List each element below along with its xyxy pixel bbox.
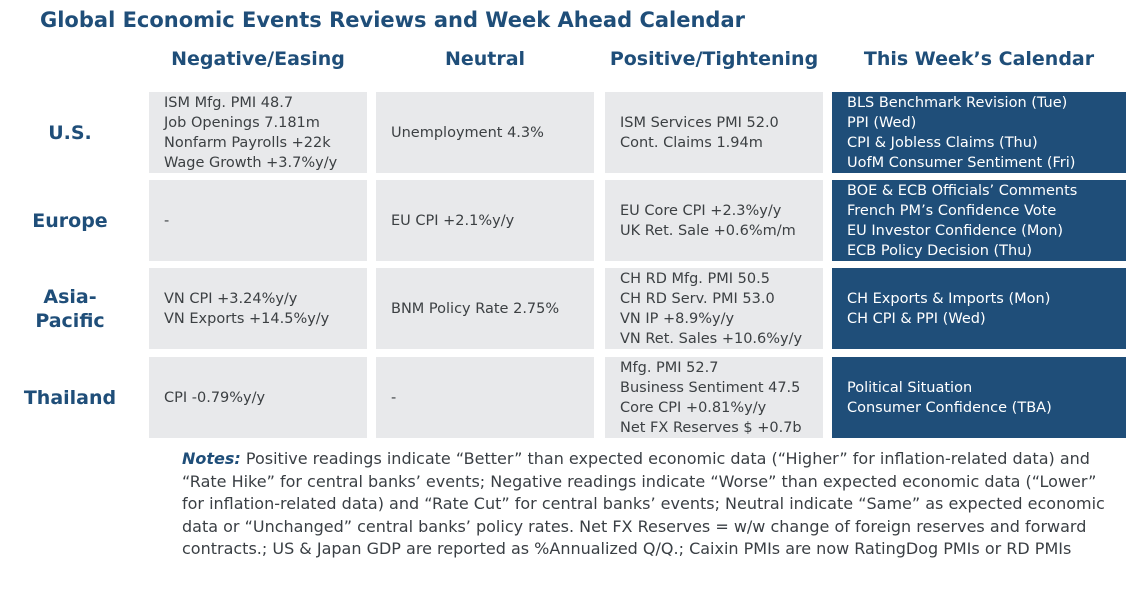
cell-positive: EU Core CPI +2.3%y/y UK Ret. Sale +0.6%m/…	[605, 180, 823, 261]
cell-line: EU Investor Confidence (Mon)	[847, 222, 1064, 239]
column-header-calendar: This Week’s Calendar	[863, 48, 1095, 70]
cell-line: VN IP +8.9%y/y	[620, 310, 735, 327]
cell-line: Business Sentiment 47.5	[620, 379, 801, 396]
cell-neutral: EU CPI +2.1%y/y	[376, 180, 594, 261]
cell-line: BOE & ECB Officials’ Comments	[847, 182, 1078, 199]
cell-line: Unemployment 4.3%	[391, 124, 544, 141]
cell-negative: CPI -0.79%y/y	[149, 357, 367, 438]
cell-line: -	[164, 212, 170, 229]
cell-line: Core CPI +0.81%y/y	[620, 399, 767, 416]
cell-line: VN Ret. Sales +10.6%y/y	[620, 330, 803, 347]
cell-positive: CH RD Mfg. PMI 50.5 CH RD Serv. PMI 53.0 V…	[605, 268, 823, 349]
cell-line: UofM Consumer Sentiment (Fri)	[847, 154, 1076, 171]
cell-neutral: -	[376, 357, 594, 438]
cell-line: CPI & Jobless Claims (Thu)	[847, 134, 1038, 151]
cell-negative: VN CPI +3.24%y/y VN Exports +14.5%y/y	[149, 268, 367, 349]
cell-line: Consumer Confidence (TBA)	[847, 399, 1052, 416]
cell-line: Political Situation	[847, 379, 973, 396]
row-label: Thailand	[20, 357, 120, 438]
cell-line: VN Exports +14.5%y/y	[164, 310, 330, 327]
row-label: Europe	[20, 180, 120, 261]
cell-calendar: BOE & ECB Officials’ Comments French PM’s…	[832, 180, 1126, 261]
cell-line: Cont. Claims 1.94m	[620, 134, 763, 151]
cell-positive: ISM Services PMI 52.0 Cont. Claims 1.94m	[605, 92, 823, 173]
row-label-line: Europe	[32, 209, 108, 232]
cell-line: CH CPI & PPI (Wed)	[847, 310, 986, 327]
cell-calendar: BLS Benchmark Revision (Tue) PPI (Wed) CPI…	[832, 92, 1126, 173]
row-label-line: U.S.	[48, 121, 92, 144]
row-label: Asia- Pacific	[20, 268, 120, 349]
cell-negative: ISM Mfg. PMI 48.7 Job Openings 7.181m Nonf…	[149, 92, 367, 173]
column-header-negative: Negative/Easing	[171, 48, 345, 70]
cell-calendar: CH Exports & Imports (Mon) CH CPI & PPI (…	[832, 268, 1126, 349]
cell-line: CH RD Serv. PMI 53.0	[620, 290, 775, 307]
cell-line: ECB Policy Decision (Thu)	[847, 242, 1033, 259]
cell-line: CH Exports & Imports (Mon)	[847, 290, 1051, 307]
cell-neutral: BNM Policy Rate 2.75%	[376, 268, 594, 349]
cell-line: BLS Benchmark Revision (Tue)	[847, 94, 1068, 111]
column-header-neutral: Neutral	[444, 48, 526, 70]
cell-line: UK Ret. Sale +0.6%m/m	[620, 222, 796, 239]
cell-positive: Mfg. PMI 52.7 Business Sentiment 47.5 Core…	[605, 357, 823, 438]
cell-line: VN CPI +3.24%y/y	[164, 290, 298, 307]
cell-line: BNM Policy Rate 2.75%	[391, 300, 560, 317]
cell-line: Wage Growth +3.7%y/y	[164, 154, 338, 171]
notes-label: Notes:	[182, 449, 241, 468]
cell-neutral: Unemployment 4.3%	[376, 92, 594, 173]
cell-negative: -	[149, 180, 367, 261]
cell-line: -	[391, 389, 397, 406]
row-label-line: Asia-	[43, 285, 97, 308]
cell-line: Nonfarm Payrolls +22k	[164, 134, 331, 151]
cell-calendar: Political Situation Consumer Confidence (…	[832, 357, 1126, 438]
cell-line: EU Core CPI +2.3%y/y	[620, 202, 782, 219]
row-label-line: Pacific	[35, 309, 105, 332]
notes-text: Positive readings indicate “Better” than…	[182, 449, 1105, 558]
cell-line: ISM Services PMI 52.0	[620, 114, 779, 131]
notes: Notes: Positive readings indicate “Bette…	[182, 448, 1117, 561]
cell-line: Mfg. PMI 52.7	[620, 359, 719, 376]
page-title: Global Economic Events Reviews and Week …	[40, 8, 745, 32]
cell-line: Net FX Reserves $ +0.7b	[620, 419, 802, 436]
cell-line: Job Openings 7.181m	[164, 114, 320, 131]
column-header-positive: Positive/Tightening	[609, 48, 819, 70]
row-label: U.S.	[20, 92, 120, 173]
row-label-line: Thailand	[23, 386, 117, 409]
cell-line: PPI (Wed)	[847, 114, 917, 131]
cell-line: EU CPI +2.1%y/y	[391, 212, 515, 229]
cell-line: ISM Mfg. PMI 48.7	[164, 94, 294, 111]
cell-line: French PM’s Confidence Vote	[847, 202, 1057, 219]
cell-line: CH RD Mfg. PMI 50.5	[620, 270, 770, 287]
cell-line: CPI -0.79%y/y	[164, 389, 266, 406]
